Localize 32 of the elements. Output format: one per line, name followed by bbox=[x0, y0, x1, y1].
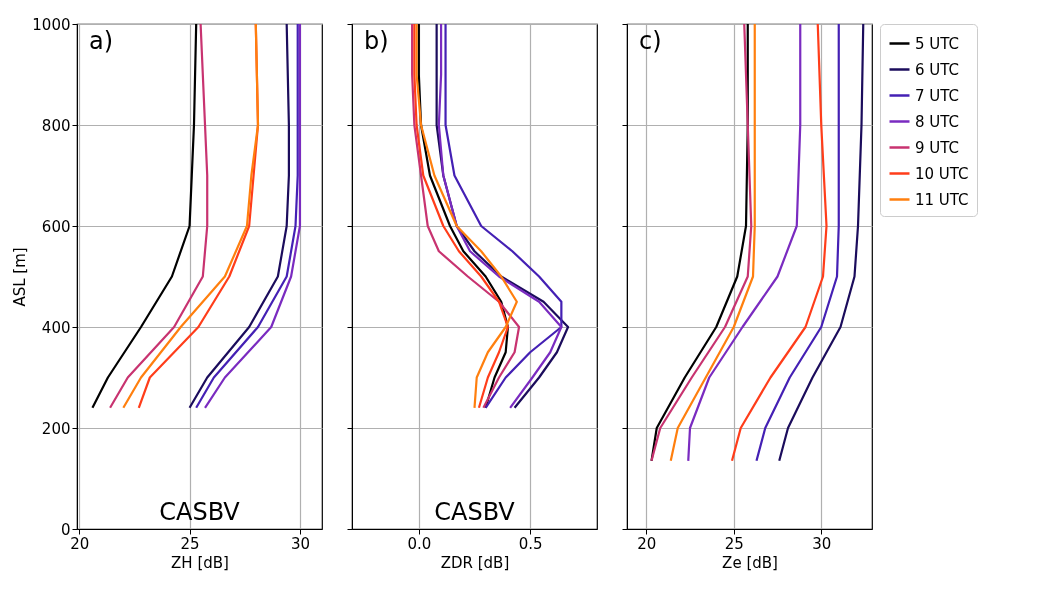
legend-label: 5 UTC bbox=[915, 34, 960, 53]
y-tick-label: 600 bbox=[41, 217, 71, 236]
x-tick-label: 0.0 bbox=[407, 534, 432, 553]
y-tick-label: 1000 bbox=[32, 15, 71, 34]
x-tick-label: 30 bbox=[290, 534, 310, 553]
x-tick-label: 20 bbox=[70, 534, 90, 553]
legend-label: 10 UTC bbox=[915, 164, 969, 183]
annotation: b) bbox=[364, 27, 389, 55]
legend-label: 6 UTC bbox=[915, 60, 960, 79]
y-axis-title: ASL [m] bbox=[11, 247, 30, 307]
x-tick-label: 25 bbox=[180, 534, 200, 553]
annotation: a) bbox=[89, 27, 114, 55]
line-series bbox=[109, 22, 209, 409]
y-tick-label: 200 bbox=[41, 419, 71, 438]
legend-label: 7 UTC bbox=[915, 86, 960, 105]
x-tick-label: 30 bbox=[812, 534, 832, 553]
x-tick-label: 0.5 bbox=[518, 534, 543, 553]
annotation: CASBV bbox=[159, 498, 241, 526]
y-tick-label: 800 bbox=[41, 116, 71, 135]
legend-label: 8 UTC bbox=[915, 112, 960, 131]
x-tick-label: 20 bbox=[637, 534, 657, 553]
y-tick-label: 0 bbox=[60, 520, 71, 539]
annotation: CASBV bbox=[434, 498, 516, 526]
annotation: c) bbox=[639, 27, 662, 55]
line-series bbox=[91, 22, 198, 409]
y-tick-label: 400 bbox=[41, 318, 71, 337]
x-axis-title: ZDR [dB] bbox=[440, 553, 510, 572]
x-tick-label: 25 bbox=[724, 534, 744, 553]
legend-label: 9 UTC bbox=[915, 138, 960, 157]
legend-label: 11 UTC bbox=[915, 190, 969, 209]
x-axis-title: ZH [dB] bbox=[171, 553, 229, 572]
x-axis-title: Ze [dB] bbox=[722, 553, 778, 572]
